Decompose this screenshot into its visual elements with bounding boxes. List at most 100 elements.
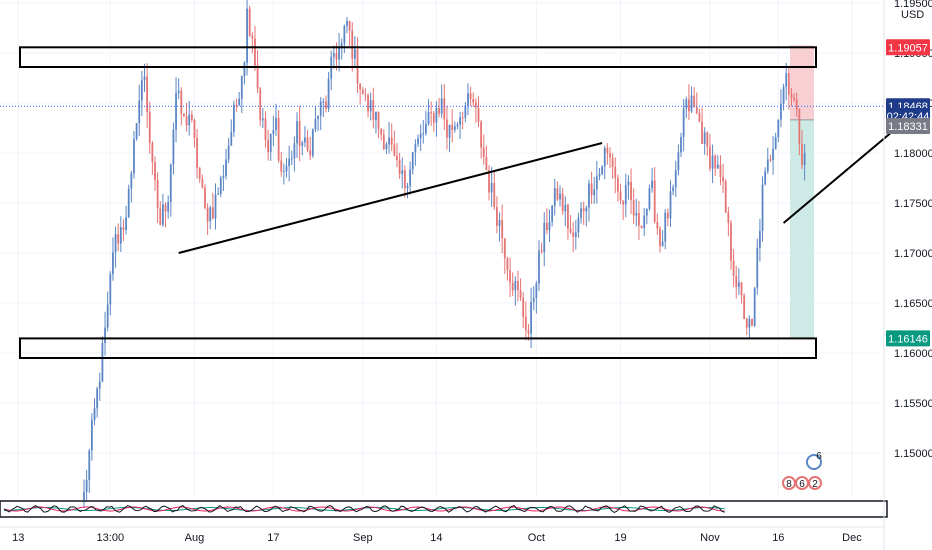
candle	[306, 129, 309, 153]
candle	[264, 111, 267, 148]
trendline-mid[interactable]	[178, 142, 603, 254]
candle-body	[672, 187, 675, 192]
candle-body	[435, 107, 438, 123]
candle	[117, 223, 120, 252]
event-circle[interactable]	[808, 476, 822, 490]
candle	[467, 83, 469, 116]
candle	[183, 112, 185, 117]
candle-body	[674, 170, 677, 188]
candle	[443, 83, 446, 131]
candle-body	[727, 212, 730, 223]
candle-body	[624, 185, 627, 205]
candle-body	[706, 132, 709, 147]
candle-body	[393, 144, 396, 156]
candle-body	[96, 388, 99, 409]
candle	[140, 70, 143, 117]
candle	[156, 172, 159, 223]
drawings[interactable]	[0, 46, 921, 359]
candle	[551, 204, 554, 227]
candle	[740, 281, 743, 304]
candle-body	[327, 78, 330, 109]
candle	[398, 153, 401, 179]
currency-label: USD	[901, 9, 924, 21]
candle	[282, 163, 285, 185]
candle-body	[572, 232, 575, 238]
candle-body	[264, 118, 267, 141]
candle	[256, 49, 259, 94]
candle	[248, 5, 251, 37]
candle-body	[227, 145, 230, 160]
event-6[interactable]: 6	[806, 451, 822, 470]
candle	[277, 110, 280, 163]
price-tag-bg	[886, 39, 930, 56]
candle-body	[595, 176, 598, 190]
candle	[227, 137, 230, 164]
candle-body	[338, 47, 341, 60]
candle	[632, 188, 635, 224]
candle	[569, 214, 572, 235]
candle-body	[106, 304, 109, 328]
candle-body	[551, 205, 554, 223]
candle-body	[574, 232, 577, 238]
candle-body	[375, 111, 377, 120]
candle-body	[461, 117, 464, 119]
candle	[309, 136, 312, 161]
candle-body	[661, 241, 664, 247]
candle-body	[740, 282, 743, 296]
candle	[532, 286, 535, 311]
candle	[401, 157, 404, 189]
candle-body	[430, 112, 433, 114]
x-tick-label: 17	[267, 532, 279, 544]
candle-body	[616, 178, 619, 192]
y-tick-label: 1.16000	[894, 348, 932, 360]
candle	[233, 100, 235, 137]
candle-body	[401, 170, 404, 174]
position-tool[interactable]	[790, 45, 814, 339]
candle	[474, 98, 477, 123]
candle-body	[175, 92, 177, 130]
candle-body	[304, 137, 306, 143]
candle	[217, 187, 220, 195]
candle-body	[135, 123, 138, 140]
candle	[317, 115, 319, 132]
candle-body	[756, 247, 759, 288]
price-tag-label: 1.18331	[888, 121, 928, 133]
candle-body	[777, 119, 780, 138]
candle-body	[167, 201, 170, 212]
resistance-zone[interactable]	[19, 46, 817, 68]
candle	[496, 196, 498, 234]
events[interactable]: 68 6 2	[782, 451, 822, 490]
candle	[377, 111, 380, 139]
candle-body	[296, 121, 298, 144]
candle-body	[601, 166, 604, 174]
candle	[611, 153, 614, 179]
candle	[677, 144, 680, 176]
candle	[146, 63, 149, 128]
price-tag-bg	[886, 330, 930, 347]
candle	[172, 122, 175, 175]
candle	[709, 134, 711, 172]
candle	[780, 89, 782, 128]
candle	[485, 145, 488, 171]
candle-body	[490, 182, 493, 193]
candle-body	[790, 94, 793, 98]
stop-loss-zone[interactable]	[790, 45, 814, 120]
y-tick-label: 1.19500	[894, 0, 932, 10]
support-zone[interactable]	[19, 337, 817, 359]
candle	[185, 102, 188, 132]
candle	[732, 249, 735, 287]
candle-body	[127, 188, 130, 218]
candle-body	[772, 148, 774, 161]
candle	[343, 24, 346, 54]
candle-body	[496, 207, 498, 226]
candle-body	[230, 131, 233, 146]
event-circle[interactable]	[806, 454, 822, 470]
candle	[446, 105, 448, 150]
candle-body	[288, 158, 291, 167]
candle-body	[446, 119, 448, 138]
candle	[456, 122, 459, 130]
candle-body	[793, 97, 795, 100]
